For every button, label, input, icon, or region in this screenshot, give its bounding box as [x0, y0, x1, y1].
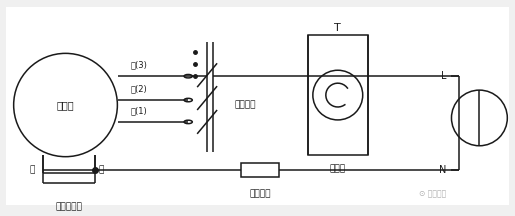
Text: N: N	[439, 165, 447, 175]
Text: 热熔断器: 热熔断器	[249, 189, 271, 199]
Text: 调速开关: 调速开关	[234, 100, 256, 110]
Text: 红(3): 红(3)	[130, 61, 147, 70]
Bar	[308, 35, 368, 155]
Text: 定时器: 定时器	[330, 164, 346, 173]
Bar	[241, 163, 279, 176]
Text: 黑: 黑	[98, 165, 104, 174]
Text: 白(2): 白(2)	[130, 85, 147, 94]
Text: 兰(1): 兰(1)	[130, 106, 147, 116]
Text: L: L	[441, 71, 447, 81]
Text: ⊙ 维修人家: ⊙ 维修人家	[419, 189, 446, 198]
Text: T: T	[334, 22, 341, 33]
Text: 电动机: 电动机	[57, 100, 74, 110]
Text: 启动电容器: 启动电容器	[56, 202, 82, 211]
Text: 黄: 黄	[29, 165, 35, 174]
